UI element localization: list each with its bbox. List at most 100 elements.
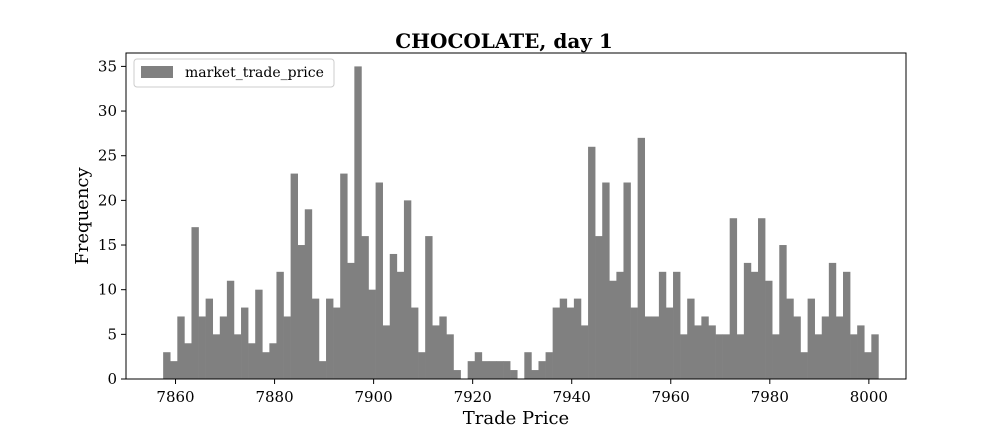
histogram-bar — [333, 307, 341, 379]
histogram-bar — [347, 262, 355, 379]
histogram-bar — [233, 334, 242, 379]
histogram-bar — [248, 343, 256, 379]
histogram-bar — [793, 316, 801, 379]
histogram-bar — [644, 316, 653, 379]
y-tick-label: 15 — [98, 236, 117, 254]
histogram-bar — [807, 298, 815, 379]
legend-box — [133, 58, 335, 88]
histogram-bar — [297, 245, 306, 379]
chart-title: CHOCOLATE, day 1 — [395, 29, 613, 53]
histogram-bar — [177, 316, 185, 379]
histogram-bar — [828, 262, 837, 379]
histogram-bar — [418, 352, 426, 379]
histogram-bar — [552, 307, 561, 379]
histogram-bar — [673, 271, 681, 379]
histogram-bar — [283, 316, 291, 379]
histogram-bar — [580, 325, 589, 379]
histogram-bar — [658, 271, 667, 379]
y-axis-label: Frequency — [72, 166, 93, 264]
legend: market_trade_price — [133, 58, 335, 88]
y-tick-label: 20 — [98, 191, 117, 209]
histogram-bar — [772, 334, 780, 379]
histogram-bar — [488, 361, 497, 379]
histogram-bar — [467, 361, 476, 379]
y-axis-ticks: 0 5 10 15 20 25 30 35 — [98, 57, 126, 388]
histogram-bar — [304, 209, 313, 379]
histogram-bar — [573, 298, 582, 379]
histogram-bar — [588, 146, 596, 379]
histogram-bar — [722, 334, 730, 379]
histogram-bar — [864, 352, 872, 379]
histogram-bar — [623, 182, 631, 379]
x-tick-label: 7920 — [454, 388, 492, 406]
histogram-bar — [446, 334, 454, 379]
bar-group — [163, 66, 879, 380]
legend-label: market_trade_price — [185, 65, 324, 81]
y-tick-label: 0 — [107, 370, 117, 388]
histogram-bar — [311, 298, 320, 379]
histogram-bar — [800, 352, 808, 379]
histogram-bar — [609, 280, 617, 379]
histogram-bar — [850, 334, 858, 379]
y-tick-label: 25 — [98, 147, 117, 165]
histogram-bar — [538, 361, 546, 379]
histogram-bar — [651, 316, 660, 379]
histogram-bar — [637, 137, 646, 379]
histogram-bar — [765, 280, 773, 379]
histogram-bar — [411, 307, 419, 379]
histogram-bar — [715, 334, 723, 379]
histogram-bar — [743, 262, 752, 379]
histogram-bar — [326, 298, 334, 379]
histogram-bar — [630, 307, 638, 379]
y-tick-label: 35 — [98, 57, 117, 75]
histogram-bar — [510, 370, 518, 379]
histogram-bar — [602, 182, 610, 379]
legend-swatch — [141, 66, 173, 78]
x-axis-ticks: 7860 7880 7900 7920 7940 7960 7980 8000 — [156, 379, 888, 406]
histogram-bar — [680, 334, 688, 379]
histogram-bar — [701, 316, 709, 379]
y-tick-label: 5 — [107, 325, 117, 343]
histogram-bar — [226, 280, 235, 379]
histogram-bar — [432, 325, 440, 379]
histogram-bar — [694, 325, 702, 379]
histogram-bar — [212, 334, 221, 379]
histogram-bar — [269, 343, 277, 379]
histogram-bar — [184, 343, 192, 379]
histogram-bar — [474, 352, 483, 379]
y-tick-label: 10 — [98, 281, 117, 299]
histogram-bar — [340, 173, 348, 379]
histogram-bar — [170, 361, 178, 379]
histogram-bar — [389, 253, 398, 379]
histogram-bar — [290, 173, 298, 379]
x-tick-label: 7880 — [255, 388, 293, 406]
histogram-bar — [368, 289, 376, 379]
histogram-bar — [595, 236, 603, 379]
histogram-bar — [262, 352, 270, 379]
histogram-bar — [665, 307, 674, 379]
x-tick-label: 7980 — [751, 388, 789, 406]
histogram-bar — [736, 334, 745, 379]
histogram-bar — [198, 316, 206, 379]
histogram-bar — [843, 271, 851, 379]
x-axis-label: Trade Price — [463, 408, 569, 429]
x-tick-label: 7940 — [553, 388, 591, 406]
histogram-bar — [453, 370, 461, 379]
histogram-bar — [871, 334, 879, 379]
histogram-bar — [559, 298, 568, 379]
histogram-bar — [821, 316, 830, 379]
histogram-bar — [814, 334, 823, 379]
histogram-bar — [687, 298, 695, 379]
x-tick-label: 7860 — [156, 388, 194, 406]
histogram-bar — [708, 325, 716, 379]
histogram-bar — [857, 325, 865, 379]
x-tick-label: 8000 — [850, 388, 888, 406]
histogram-bar — [503, 361, 511, 379]
histogram-bar — [255, 289, 263, 379]
histogram-bar — [495, 361, 504, 379]
x-tick-label: 7960 — [652, 388, 690, 406]
histogram-bar — [545, 352, 553, 379]
histogram-bar — [531, 370, 539, 379]
histogram-bar — [481, 361, 490, 379]
